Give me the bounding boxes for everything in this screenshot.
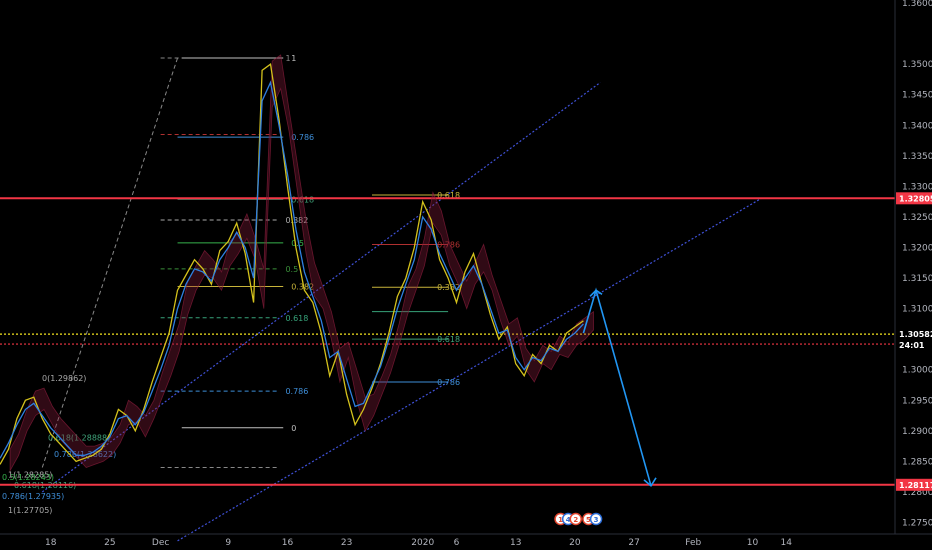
- y-tick-label: 1.32500: [902, 213, 932, 223]
- fib-main-label-1: 0.786: [291, 133, 314, 142]
- fib-left-label-4: 0.618: [285, 314, 308, 323]
- x-tick-label: 27: [628, 538, 639, 548]
- x-tick-label: 6: [454, 538, 460, 548]
- ichimoku-cloud: [9, 54, 594, 473]
- fib-left-label-3: 0.5: [285, 265, 298, 274]
- fib-small-label-3: 0.5(1.28243): [2, 473, 54, 482]
- price-axis[interactable]: 1.35000 1.34500 1.34000 1.33500 1.33000 1.325…: [896, 0, 932, 529]
- price-tag-0-bg: [896, 192, 932, 205]
- y-tick-label: 1.32000: [902, 244, 932, 254]
- current-price-tag-bg: [896, 328, 932, 351]
- x-tick-label: 23: [341, 538, 352, 548]
- y-tick-label: 1.28000: [902, 488, 932, 498]
- fib-main-label-0: 1: [291, 54, 296, 63]
- y-tick-label: 1.33000: [902, 182, 932, 192]
- fib-small-label-7: 1(1.27705): [8, 506, 52, 515]
- channel-line-1: [41, 82, 601, 493]
- x-tick-label: 18: [45, 538, 57, 548]
- event-tag-label-4: 3: [594, 516, 599, 524]
- fib-left-trendline: [41, 57, 179, 468]
- event-tag-label-2: 2: [573, 516, 578, 524]
- y-tick-label: 1.29500: [902, 396, 932, 406]
- event-tag-label-0: 1: [558, 516, 563, 524]
- fib-left-label-5: 0.786: [285, 387, 308, 396]
- x-tick-label: 9: [225, 538, 231, 548]
- price-tag-0-label: 1.32805: [899, 194, 932, 203]
- projection-arrow[interactable]: [582, 287, 657, 488]
- y-tick-label: 1.34500: [902, 91, 932, 101]
- x-tick-label: 20: [569, 538, 581, 548]
- fib-right-label-2: 0.382: [437, 283, 460, 292]
- price-line-blue: [0, 80, 584, 459]
- x-tick-label: 13: [510, 538, 521, 548]
- y-tick-label: 1.30000: [902, 366, 932, 376]
- cloud-band: [9, 54, 594, 473]
- fib-right-label-0: 0.618: [437, 191, 460, 200]
- fib-left-label-2: 0.382: [285, 216, 308, 225]
- horizontal-levels: [0, 197, 895, 486]
- price-tag-1-label: 1.28117: [899, 481, 932, 490]
- fib-right-label-4: 0.618: [437, 335, 460, 344]
- y-tick-label: 1.35000: [902, 60, 932, 70]
- fib-small-label-6: 0.786(1.27935): [2, 492, 64, 501]
- y-tick-label: 1.31500: [902, 274, 932, 284]
- y-tick-label: 1.36000: [902, 0, 932, 9]
- current-price-label: 1.30582: [899, 330, 932, 339]
- x-tick-label: Dec: [152, 538, 169, 548]
- projection-peak-arrowhead: [589, 289, 603, 297]
- y-tick-label: 1.34000: [902, 121, 932, 131]
- event-tag-label-1: 4: [566, 516, 571, 524]
- projection-arrowhead: [643, 477, 657, 488]
- price-line-yellow: [0, 63, 584, 465]
- x-tick-label: Feb: [685, 538, 701, 548]
- x-tick-label: 2020: [411, 538, 434, 548]
- y-tick-label: 1.29000: [902, 427, 932, 437]
- x-tick-label: 14: [781, 538, 793, 548]
- event-tag-label-3: 5: [586, 516, 591, 524]
- fib-right-label-5: 0.786: [437, 378, 460, 387]
- fib-right-label-1: 0.786: [437, 240, 460, 249]
- fib-main-label-4: 0.382: [291, 283, 314, 292]
- countdown-label: 24:01: [899, 341, 925, 350]
- x-tick-label: 16: [282, 538, 294, 548]
- fib-main-label-3: 0.5: [291, 239, 304, 248]
- x-tick-label: 10: [747, 538, 759, 548]
- fib-small-label-4: 1(1.28285): [8, 471, 52, 480]
- y-tick-label: 1.28500: [902, 457, 932, 467]
- fib-small-label-0: 0(1.29862): [42, 374, 86, 383]
- x-tick-label: 25: [104, 538, 115, 548]
- y-tick-label: 1.33500: [902, 152, 932, 162]
- event-tag-4: [589, 512, 603, 526]
- fib-left-label-0: 1: [285, 54, 290, 63]
- time-axis[interactable]: 18 25 Dec 9 16 23 2020 6 13 20 27 Feb 10 14: [45, 538, 792, 548]
- y-tick-label: 1.31000: [902, 305, 932, 315]
- price-series: [0, 63, 584, 465]
- event-tag-2: [569, 512, 583, 526]
- fib-main-label-5: 0: [291, 424, 296, 433]
- price-tag-1-bg: [896, 478, 932, 491]
- y-tick-label: 1.27500: [902, 519, 932, 529]
